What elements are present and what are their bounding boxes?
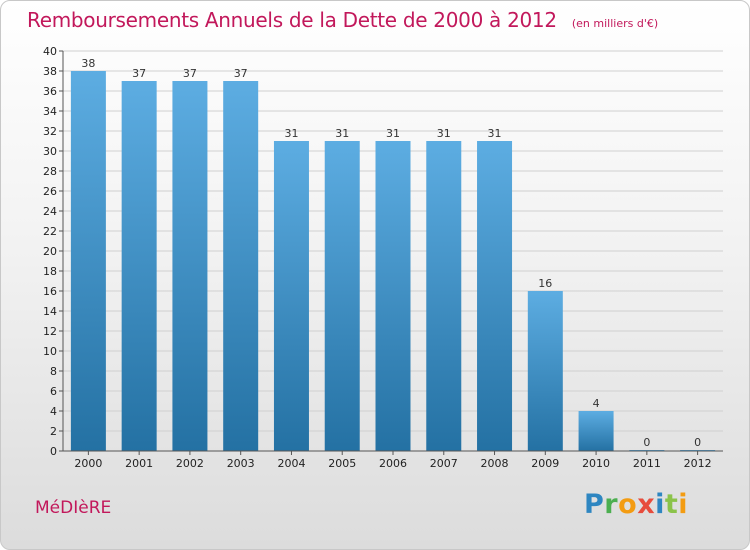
logo-letter: x — [637, 489, 656, 520]
bar — [273, 141, 309, 451]
logo-letter: i — [655, 489, 665, 520]
chart-title: Remboursements Annuels de la Dette de 20… — [27, 8, 557, 32]
y-tick-label: 22 — [43, 225, 57, 238]
axes-layer — [59, 50, 723, 455]
logo-letter: o — [618, 489, 638, 520]
data-label: 4 — [593, 397, 600, 410]
bar — [172, 81, 208, 451]
bar — [121, 81, 157, 451]
logo-letter: r — [604, 489, 619, 520]
y-tick-label: 8 — [50, 365, 57, 378]
logo-letter: i — [678, 489, 689, 520]
data-label: 31 — [488, 127, 502, 140]
bar — [375, 141, 411, 451]
x-tick-label: 2010 — [582, 457, 610, 470]
x-tick-label: 2005 — [328, 457, 356, 470]
logo-letter: t — [664, 489, 679, 520]
data-label: 37 — [234, 67, 248, 80]
x-tick-label: 2009 — [531, 457, 559, 470]
bars-layer — [70, 71, 716, 451]
y-tick-label: 2 — [50, 425, 57, 438]
data-label: 38 — [81, 57, 95, 70]
y-tick-label: 20 — [43, 245, 57, 258]
logo-letter: P — [584, 489, 605, 520]
y-tick-label: 0 — [50, 445, 57, 458]
x-tick-label: 2011 — [633, 457, 661, 470]
data-label: 31 — [284, 127, 298, 140]
x-tick-label: 2007 — [430, 457, 458, 470]
y-tick-label: 6 — [50, 385, 57, 398]
y-tick-label: 36 — [43, 85, 57, 98]
bar — [527, 291, 563, 451]
x-tick-label: 2002 — [176, 457, 204, 470]
y-tick-label: 34 — [43, 105, 57, 118]
y-tick-label: 10 — [43, 345, 57, 358]
bar — [578, 411, 614, 451]
y-tick-label: 12 — [43, 325, 57, 338]
data-label: 37 — [183, 67, 197, 80]
chart-subtitle: (en milliers d'€) — [571, 17, 659, 30]
x-tick-label: 2003 — [227, 457, 255, 470]
y-tick-label: 16 — [43, 285, 57, 298]
data-label: 0 — [643, 436, 650, 449]
bar — [426, 141, 462, 451]
y-tick-label: 30 — [43, 145, 57, 158]
x-tick-label: 2012 — [684, 457, 712, 470]
data-label: 37 — [132, 67, 146, 80]
y-tick-label: 38 — [43, 65, 57, 78]
bar — [70, 71, 106, 451]
proxiti-logo: Proxiti — [584, 489, 688, 520]
data-label: 31 — [437, 127, 451, 140]
data-label: 0 — [694, 436, 701, 449]
x-tick-label: 2004 — [277, 457, 305, 470]
labels-layer: 0246810121416182022242628303234363840382… — [43, 45, 712, 470]
data-label: 31 — [335, 127, 349, 140]
y-tick-label: 26 — [43, 185, 57, 198]
y-tick-label: 14 — [43, 305, 57, 318]
bar — [324, 141, 360, 451]
bar — [223, 81, 259, 451]
y-tick-label: 4 — [50, 405, 57, 418]
data-label: 31 — [386, 127, 400, 140]
data-label: 16 — [538, 277, 552, 290]
x-tick-label: 2000 — [74, 457, 102, 470]
x-tick-label: 2008 — [481, 457, 509, 470]
y-tick-label: 24 — [43, 205, 57, 218]
y-tick-label: 18 — [43, 265, 57, 278]
y-tick-label: 28 — [43, 165, 57, 178]
bar — [477, 141, 513, 451]
y-tick-label: 40 — [43, 45, 57, 58]
y-tick-label: 32 — [43, 125, 57, 138]
town-name: MéDIèRE — [35, 498, 112, 518]
title-row: Remboursements Annuels de la Dette de 20… — [27, 8, 658, 32]
x-tick-label: 2006 — [379, 457, 407, 470]
x-tick-label: 2001 — [125, 457, 153, 470]
